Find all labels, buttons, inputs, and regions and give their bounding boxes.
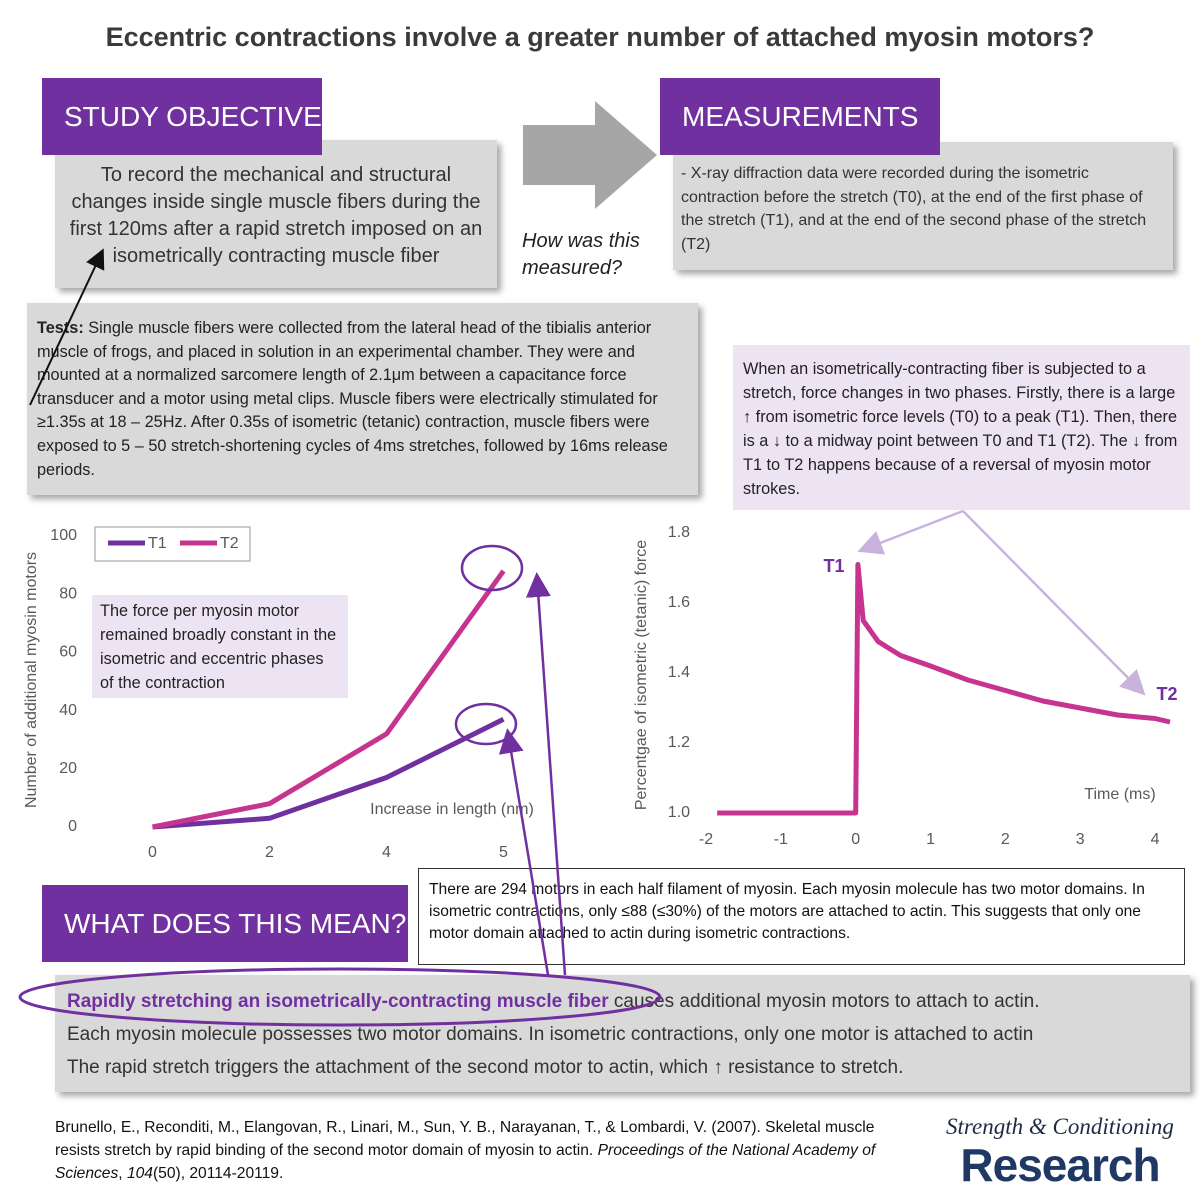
citation-journal: Proceedings of the National Academy of S… <box>55 1142 876 1182</box>
conclusion-line: Each myosin molecule possesses two motor… <box>67 1024 1034 1045</box>
y-axis-title: Number of additional myosin motors <box>23 552 40 808</box>
x-tick-label: 0 <box>851 831 860 848</box>
y-tick-label: 1.0 <box>668 804 690 821</box>
chart-annotation: The force per myosin motor remained broa… <box>92 595 348 698</box>
force-note-text: When an isometrically-contracting fiber … <box>743 360 1178 498</box>
y-tick-label: 40 <box>59 702 77 719</box>
peak-label: T1 <box>823 556 844 576</box>
logo-top: Strength & Conditioning <box>946 1114 1174 1139</box>
meaning-header: WHAT DOES THIS MEAN? <box>42 885 408 962</box>
x-tick-label: 4 <box>382 844 391 861</box>
y-tick-label: 100 <box>50 527 77 544</box>
data-line <box>152 569 506 830</box>
x-tick-label: 2 <box>1001 831 1010 848</box>
x-tick-label: -2 <box>699 831 713 848</box>
objective-text: To record the mechanical and structural … <box>69 164 483 267</box>
conclusion-highlight: Rapidly stretching an isometrically-cont… <box>67 991 609 1012</box>
citation-part: (50), 20114-20119. <box>152 1165 284 1182</box>
question: How was this measured? <box>522 230 640 279</box>
y-tick-label: 80 <box>59 585 77 602</box>
x-tick-label: -1 <box>774 831 788 848</box>
arrow-shape <box>523 101 657 209</box>
popup: There are 294 motors in each half filame… <box>418 868 1185 965</box>
objective-header: STUDY OBJECTIVE <box>42 78 322 155</box>
page-title: Eccentric contractions involve a greater… <box>105 22 1095 52</box>
y-tick-label: 1.2 <box>668 734 690 751</box>
x-axis-title: Time (ms) <box>1084 786 1155 803</box>
x-tick-label: 2 <box>265 844 274 861</box>
conclusion-line: The rapid stretch triggers the attachmen… <box>67 1057 904 1078</box>
conclusion-box: Rapidly stretching an isometrically-cont… <box>55 975 1190 1092</box>
objective-box: To record the mechanical and structural … <box>55 140 497 288</box>
data-line <box>717 562 1171 816</box>
x-axis-title: Increase in length (nm) <box>370 801 534 818</box>
popup-text: There are 294 motors in each half filame… <box>429 881 1145 942</box>
x-tick-label: 5 <box>499 844 508 861</box>
chart-annotation-text: The force per myosin motor remained broa… <box>100 602 337 692</box>
x-tick-label: 3 <box>1076 831 1085 848</box>
citation-part: Brunello, E., Reconditi, M., Elangovan, … <box>55 1119 875 1159</box>
logo-bottom: Research <box>960 1139 1160 1191</box>
citation: Brunello, E., Reconditi, M., Elangovan, … <box>55 1116 905 1185</box>
x-tick-label: 4 <box>1151 831 1160 848</box>
tests-text: Single muscle fibers were collected from… <box>37 319 668 479</box>
x-tick-label: 1 <box>926 831 935 848</box>
measurements-box: - X-ray diffraction data were recorded d… <box>673 142 1173 270</box>
y-tick-label: 0 <box>68 818 77 835</box>
conclusion-text: causes additional myosin motors to attac… <box>608 991 1040 1012</box>
peak-label: T2 <box>1156 684 1177 704</box>
y-tick-label: 1.4 <box>668 664 690 681</box>
data-line <box>152 717 505 830</box>
y-tick-label: 1.6 <box>668 594 690 611</box>
y-tick-label: 1.8 <box>668 524 690 541</box>
y-tick-label: 20 <box>59 760 77 777</box>
big-arrow <box>523 101 657 209</box>
conclusion-line: Rapidly stretching an isometrically-cont… <box>67 985 1178 1018</box>
force-note: When an isometrically-contracting fiber … <box>733 345 1190 510</box>
y-tick-label: 60 <box>59 644 77 661</box>
citation-part: , <box>118 1165 127 1182</box>
tests-box: Tests: Single muscle fibers were collect… <box>27 303 698 495</box>
y-axis-title: Percentgae of isometric (tetanic) force <box>633 540 650 810</box>
x-tick-label: 0 <box>148 844 157 861</box>
legend-label: T2 <box>220 535 239 552</box>
citation-volume: 104 <box>126 1165 153 1182</box>
measurements-header: MEASUREMENTS <box>660 78 940 155</box>
measurements-text: - X-ray diffraction data were recorded d… <box>681 165 1147 253</box>
legend-label: T1 <box>148 535 167 552</box>
